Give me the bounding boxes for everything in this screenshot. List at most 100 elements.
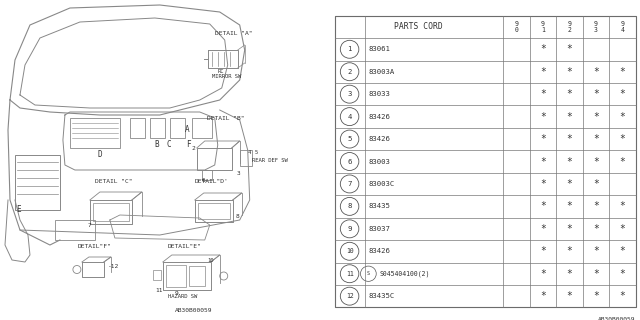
Bar [70,118,120,148]
Text: 11: 11 [155,288,163,293]
Bar [196,148,232,170]
Text: 83003: 83003 [369,158,390,164]
Text: *: * [620,89,625,99]
Text: 9: 9 [175,291,179,296]
Text: *: * [540,134,546,144]
Text: 1: 1 [348,46,352,52]
Text: *: * [540,89,546,99]
Bar [93,203,129,221]
Text: *: * [593,156,599,166]
Text: 83003A: 83003A [369,69,395,75]
Text: DETAIL"D': DETAIL"D' [195,179,228,184]
Text: *: * [566,112,572,122]
Text: S: S [367,271,370,276]
Text: 9
1: 9 1 [541,21,545,33]
Text: *: * [620,201,625,212]
Bar [55,220,95,240]
Text: *: * [540,291,546,301]
Text: *: * [540,44,546,54]
Bar [240,150,252,166]
Text: 83003C: 83003C [369,181,395,187]
Bar [189,266,205,286]
Text: 83426: 83426 [369,136,390,142]
Text: 83037: 83037 [369,226,390,232]
Text: 83426: 83426 [369,248,390,254]
Text: *: * [566,246,572,256]
Text: 3: 3 [348,91,352,97]
Text: 5: 5 [348,136,352,142]
Text: *: * [566,89,572,99]
Text: 10: 10 [208,258,214,263]
Text: DETAIL "A": DETAIL "A" [215,31,252,36]
Text: AB30B00059: AB30B00059 [175,308,212,313]
Text: *: * [566,134,572,144]
Text: *: * [593,112,599,122]
Text: AB30B00059: AB30B00059 [598,317,636,320]
Text: F: F [186,140,190,149]
Text: A: A [185,125,189,134]
Text: 2: 2 [192,146,195,151]
Text: 9
2: 9 2 [568,21,572,33]
Text: DETAIL"F": DETAIL"F" [78,244,111,249]
Text: *: * [620,291,625,301]
Bar [170,118,185,138]
Text: *: * [620,67,625,77]
Text: 9: 9 [348,226,352,232]
Text: *: * [593,201,599,212]
Text: *: * [566,269,572,279]
Bar [166,265,186,287]
Text: *: * [566,291,572,301]
Text: 2: 2 [348,69,352,75]
Text: 8: 8 [236,214,239,219]
Text: -12: -12 [108,264,119,269]
Text: *: * [620,246,625,256]
Text: MIRROR SW: MIRROR SW [212,74,241,79]
Text: *: * [566,44,572,54]
Text: *: * [540,246,546,256]
Text: *: * [540,269,546,279]
Text: *: * [620,224,625,234]
Text: *: * [620,134,625,144]
Text: *: * [540,224,546,234]
Text: DETAIL "B": DETAIL "B" [207,116,244,121]
Text: RC: RC [218,69,224,74]
Text: 5: 5 [255,150,258,155]
Bar [130,118,145,138]
Text: *: * [566,224,572,234]
Text: 3: 3 [237,171,241,176]
Text: 4: 4 [348,114,352,120]
Text: 6: 6 [202,178,205,183]
Text: C: C [167,140,172,149]
Text: 9
0: 9 0 [515,21,518,33]
Text: *: * [593,67,599,77]
Bar [153,270,161,280]
Text: 11: 11 [346,271,353,277]
Text: 7: 7 [348,181,352,187]
Text: *: * [593,134,599,144]
Text: 4: 4 [248,150,251,155]
Text: 10: 10 [346,248,353,254]
Text: 7: 7 [88,223,92,228]
Text: *: * [593,179,599,189]
Text: 83426: 83426 [369,114,390,120]
Text: 8: 8 [348,204,352,209]
Bar [192,118,212,138]
Text: 6: 6 [348,158,352,164]
Text: E: E [16,205,20,214]
Text: HAZARD SW: HAZARD SW [168,294,197,299]
Text: *: * [620,156,625,166]
Text: 12: 12 [346,293,353,299]
Text: 9
4: 9 4 [620,21,624,33]
Text: 83435C: 83435C [369,293,395,299]
Text: *: * [566,179,572,189]
Text: REAR DEF SW: REAR DEF SW [252,158,287,163]
Text: *: * [593,269,599,279]
Text: 83435: 83435 [369,204,390,209]
Bar [198,203,230,219]
Text: *: * [620,269,625,279]
Text: 9
3: 9 3 [594,21,598,33]
Text: *: * [566,156,572,166]
Text: *: * [540,179,546,189]
Text: DETAIL "C": DETAIL "C" [95,179,132,184]
Text: 83033: 83033 [369,91,390,97]
